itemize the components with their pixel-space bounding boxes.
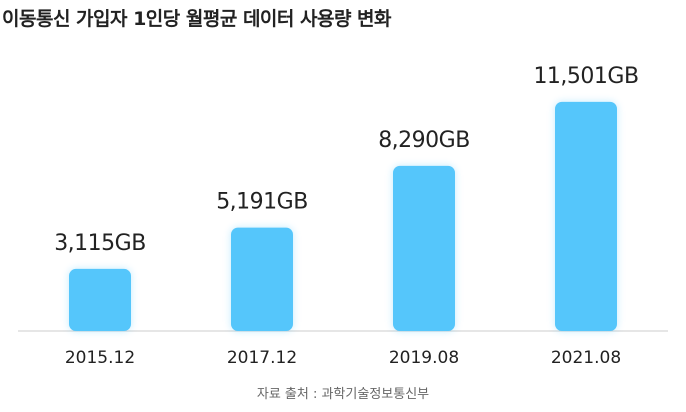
x-tick-label-2021.08: 2021.08	[551, 348, 621, 368]
source-note: 자료 출처 : 과학기술정보통신부	[256, 387, 430, 402]
data-label-2017.12: 5,191GB	[216, 190, 308, 215]
x-tick-label-2019.08: 2019.08	[389, 348, 459, 368]
bar-2021.08	[555, 101, 617, 331]
x-tick-label-2015.12: 2015.12	[65, 348, 135, 368]
bar-2015.12	[69, 268, 131, 331]
data-label-2015.12: 3,115GB	[54, 231, 146, 256]
chart-title: 이동통신 가입자 1인당 월평균 데이터 사용량 변화	[2, 8, 392, 30]
bar-2017.12	[231, 227, 293, 331]
bar-2019.08	[393, 165, 455, 331]
data-label-2019.08: 8,290GB	[378, 128, 470, 153]
x-tick-label-2017.12: 2017.12	[227, 348, 297, 368]
data-label-2021.08: 11,501GB	[533, 64, 638, 89]
